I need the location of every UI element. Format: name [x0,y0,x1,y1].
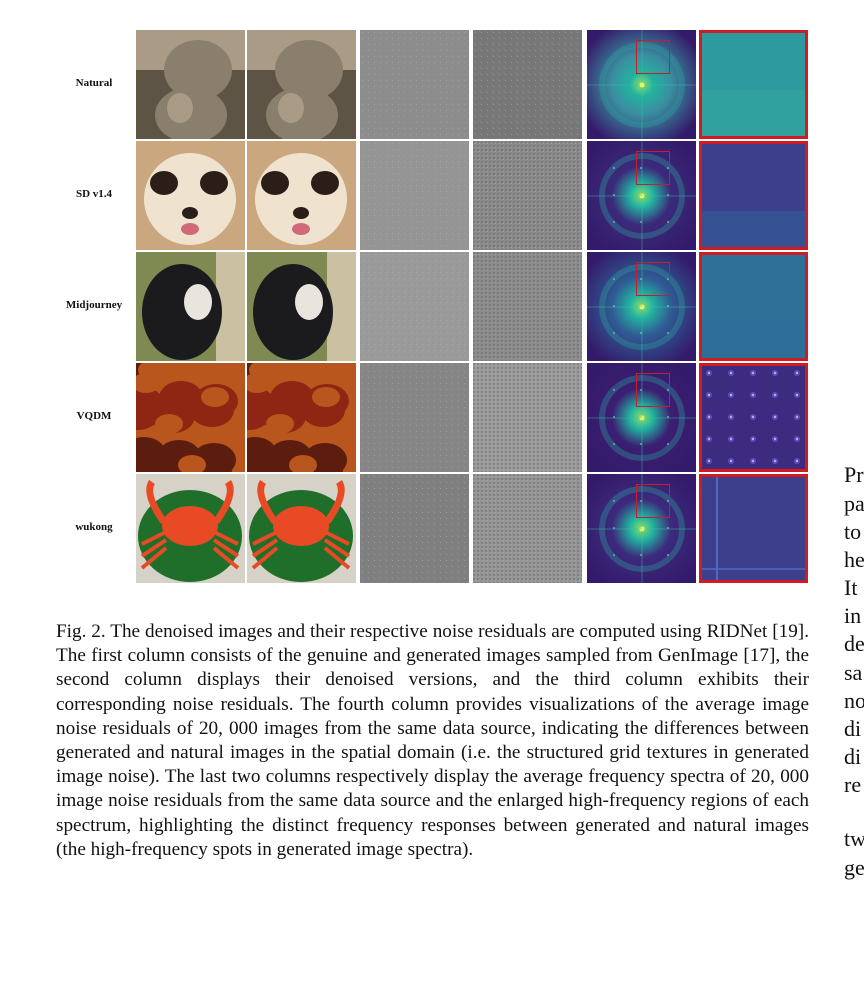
right-column-line: tw [844,826,864,851]
noise-residual [360,252,469,361]
enlarged-high-frequency [699,474,808,583]
right-column-line: to [844,519,862,544]
right-column-line: he [844,547,864,572]
right-column-line: re [844,772,862,797]
average-spectrum [587,252,696,361]
high-frequency-region-box [636,151,670,185]
noise-residual [360,363,469,472]
right-column-line: Pr [844,462,864,487]
right-column-line: pa [844,491,864,516]
average-spectrum [587,141,696,250]
row-label: VQDM [76,410,112,422]
denoised-image [247,474,356,583]
average-noise-residual [473,30,582,139]
high-frequency-region-box [636,40,670,74]
right-column-line: di [844,744,862,769]
average-spectrum [587,30,696,139]
average-spectrum [587,474,696,583]
enlarged-high-frequency [699,30,808,139]
row-label: wukong [75,521,113,533]
noise-residual [360,141,469,250]
figure-caption: Fig. 2. The denoised images and their re… [56,621,809,860]
average-noise-residual [473,141,582,250]
row-label: Natural [75,77,113,89]
right-column-line: de [844,631,864,656]
denoised-image [247,363,356,472]
average-noise-residual [473,252,582,361]
denoised-image [247,252,356,361]
high-frequency-region-box [636,262,670,296]
high-frequency-region-box [636,373,670,407]
original-image [136,363,245,472]
right-column-line: no [844,688,864,713]
average-noise-residual [473,474,582,583]
average-spectrum [587,363,696,472]
original-image [136,141,245,250]
enlarged-high-frequency [699,363,808,472]
right-column-line: sa [844,660,863,685]
enlarged-high-frequency [699,141,808,250]
noise-residual [360,474,469,583]
original-image [136,474,245,583]
noise-residual [360,30,469,139]
right-column-line: ge [844,855,864,880]
high-frequency-region-box [636,484,670,518]
original-image [136,30,245,139]
denoised-image [247,141,356,250]
right-column-line: in [844,603,862,628]
right-column-line: di [844,716,862,741]
row-label: SD v1.4 [75,188,113,200]
average-noise-residual [473,363,582,472]
original-image [136,252,245,361]
right-column-line: It [844,575,858,600]
figure-2: Natural SD v1.4 Midjourney VQDM wukong [65,30,808,583]
enlarged-high-frequency [699,252,808,361]
denoised-image [247,30,356,139]
row-label: Midjourney [65,299,123,311]
